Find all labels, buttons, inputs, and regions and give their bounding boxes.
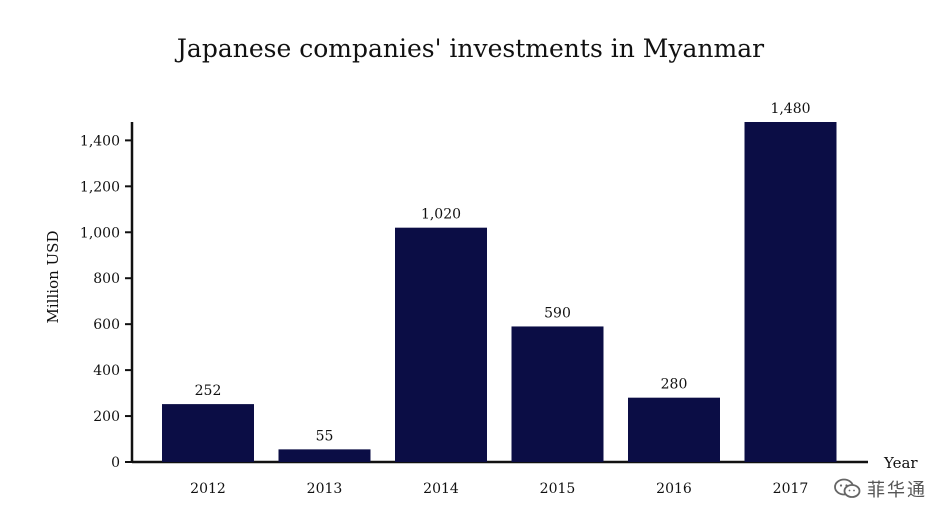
watermark: 菲华通 (833, 476, 927, 502)
x-tick-label: 2014 (423, 481, 459, 497)
y-tick-label: 600 (93, 317, 120, 333)
x-tick-label: 2016 (656, 481, 692, 497)
data-label: 1,480 (770, 101, 810, 117)
wechat-icon (834, 478, 861, 498)
bar-2012 (162, 404, 254, 462)
y-tick-label: 400 (93, 363, 120, 379)
bars (162, 122, 837, 462)
y-tick-label: 200 (93, 409, 120, 425)
y-axis-label: Million USD (44, 231, 62, 324)
y-tick-label: 1,400 (80, 133, 120, 149)
x-tick-label: 2017 (773, 481, 809, 497)
bar-2016 (628, 397, 720, 462)
bar-2017 (744, 122, 837, 462)
data-label: 1,020 (421, 207, 461, 223)
bar-2013 (278, 449, 371, 462)
data-label: 280 (661, 377, 688, 393)
labels: 252 2012 55 2013 1,020 2014 590 2015 280 2016 1,48… (190, 101, 810, 497)
y-ticks: 0 200 400 600 800 1,000 1,200 1,400 (80, 133, 132, 471)
data-label: 55 (316, 428, 334, 444)
y-tick-label: 0 (111, 455, 120, 471)
bar-2015 (511, 326, 604, 462)
x-axis-label: Year (883, 454, 918, 472)
data-label: 252 (195, 383, 222, 399)
watermark-text: 菲华通 (867, 480, 927, 501)
x-tick-label: 2015 (540, 481, 576, 497)
y-tick-label: 800 (93, 271, 120, 287)
x-tick-label: 2013 (307, 481, 343, 497)
y-tick-label: 1,000 (80, 225, 120, 241)
chart-title: Japanese companies' investments in Myanm… (176, 34, 765, 63)
bar-2014 (395, 227, 487, 462)
data-label: 590 (544, 305, 571, 321)
x-tick-label: 2012 (190, 481, 226, 497)
y-tick-label: 1,200 (80, 179, 120, 195)
